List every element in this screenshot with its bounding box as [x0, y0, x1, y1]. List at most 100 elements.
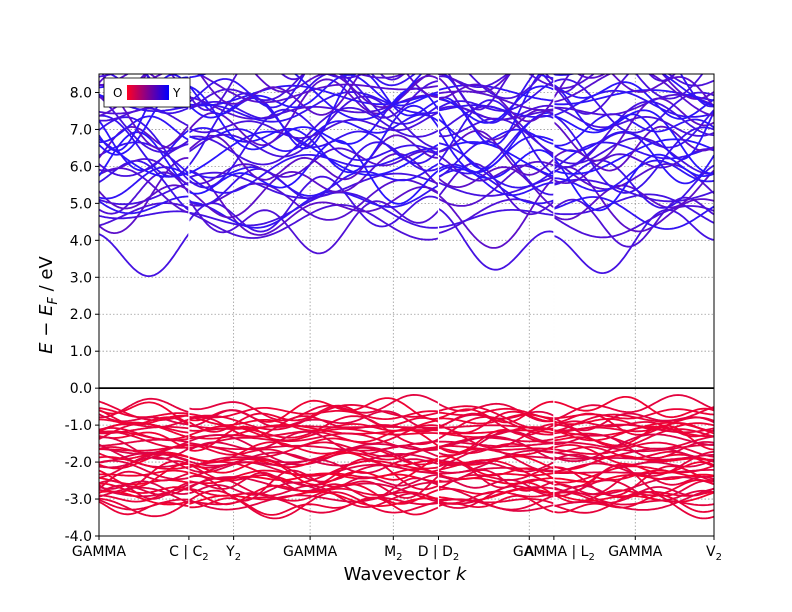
- band-line: [553, 491, 714, 507]
- band-line: [553, 454, 714, 471]
- band-line: [188, 472, 439, 485]
- y-tick-label: 5.0: [70, 196, 92, 212]
- band-line: [188, 74, 423, 121]
- y-tick-label: 6.0: [70, 159, 92, 175]
- y-tick-label: 7.0: [70, 122, 92, 138]
- x-tick-label: C | C2: [169, 544, 209, 563]
- band-line: [188, 425, 439, 442]
- band-line: [99, 497, 190, 518]
- band-line: [536, 74, 555, 80]
- band-lines: [99, 74, 714, 520]
- band-line: [438, 160, 555, 207]
- band-line: [553, 205, 714, 239]
- band-line: [188, 111, 439, 139]
- y-axis-label: E − EF / eV: [36, 255, 61, 353]
- band-line: [99, 498, 189, 511]
- band-line: [188, 147, 439, 194]
- band-line: [99, 233, 190, 277]
- band-line: [188, 477, 439, 508]
- band-line: [188, 199, 440, 255]
- x-tick-label: Y2: [225, 544, 241, 563]
- x-tick-label: GAMMA: [283, 544, 338, 560]
- band-line: [553, 109, 714, 169]
- x-tick-label: D | D2: [418, 544, 460, 563]
- band-line: [438, 74, 511, 93]
- band-line: [99, 184, 190, 210]
- band-line: [438, 208, 555, 271]
- band-line: [576, 74, 714, 100]
- band-line: [99, 158, 190, 186]
- y-tick-label: -4.0: [65, 529, 92, 545]
- x-tick-label: GAMMA: [608, 544, 663, 560]
- band-line: [188, 458, 439, 474]
- band-line: [99, 456, 190, 470]
- band-line: [553, 74, 714, 108]
- band-line: [188, 461, 439, 479]
- band-line: [188, 84, 439, 107]
- band-line: [188, 425, 440, 452]
- band-line: [188, 496, 439, 516]
- band-line: [99, 438, 190, 447]
- band-line: [553, 74, 595, 90]
- band-line: [553, 74, 714, 117]
- band-line: [99, 74, 190, 152]
- band-line: [188, 74, 417, 109]
- band-line: [188, 489, 439, 520]
- band-line: [553, 491, 714, 520]
- band-line: [188, 141, 439, 206]
- band-line: [438, 490, 555, 505]
- band-line: [438, 400, 554, 424]
- band-line: [188, 424, 439, 445]
- band-line: [99, 488, 189, 503]
- band-line: [188, 451, 439, 468]
- band-line: [188, 74, 406, 111]
- band-line: [553, 491, 714, 503]
- band-line: [438, 459, 555, 484]
- band-line: [438, 209, 555, 229]
- band-line: [438, 163, 554, 197]
- band-line: [99, 141, 190, 175]
- band-line: [438, 495, 555, 513]
- y-tick-label: -1.0: [65, 418, 92, 434]
- band-line: [99, 486, 190, 504]
- band-line: [99, 401, 190, 424]
- band-line: [188, 476, 439, 503]
- band-line: [325, 74, 365, 79]
- band-line: [438, 448, 554, 473]
- y-tick-label: -2.0: [65, 455, 92, 471]
- band-line: [198, 74, 439, 116]
- legend-label-low: O: [113, 86, 122, 100]
- band-line: [553, 153, 714, 212]
- y-tick-label: 0.0: [70, 381, 92, 397]
- band-line: [553, 169, 714, 221]
- band-line: [553, 196, 714, 248]
- band-line: [99, 160, 190, 211]
- band-line: [188, 134, 439, 181]
- band-line: [188, 74, 439, 119]
- band-line: [188, 175, 439, 233]
- band-line: [99, 115, 190, 144]
- band-line: [438, 130, 555, 176]
- band-line: [438, 85, 555, 124]
- band-line: [99, 413, 189, 426]
- band-line: [553, 74, 677, 93]
- band-line: [553, 394, 714, 421]
- band-line: [99, 451, 190, 460]
- band-line: [553, 209, 714, 274]
- band-line: [438, 423, 554, 449]
- legend-label-high: Y: [172, 86, 181, 100]
- y-tick-label: 3.0: [70, 270, 92, 286]
- band-line: [99, 463, 189, 488]
- x-tick-label: V2: [706, 544, 722, 563]
- band-line: [553, 447, 714, 468]
- band-line: [553, 109, 714, 175]
- band-line: [438, 410, 554, 434]
- band-line: [99, 453, 190, 479]
- band-line: [528, 74, 555, 87]
- band-line: [553, 479, 714, 502]
- band-line: [553, 412, 714, 432]
- band-line: [99, 131, 190, 187]
- band-line: [188, 424, 439, 430]
- band-line: [99, 407, 190, 419]
